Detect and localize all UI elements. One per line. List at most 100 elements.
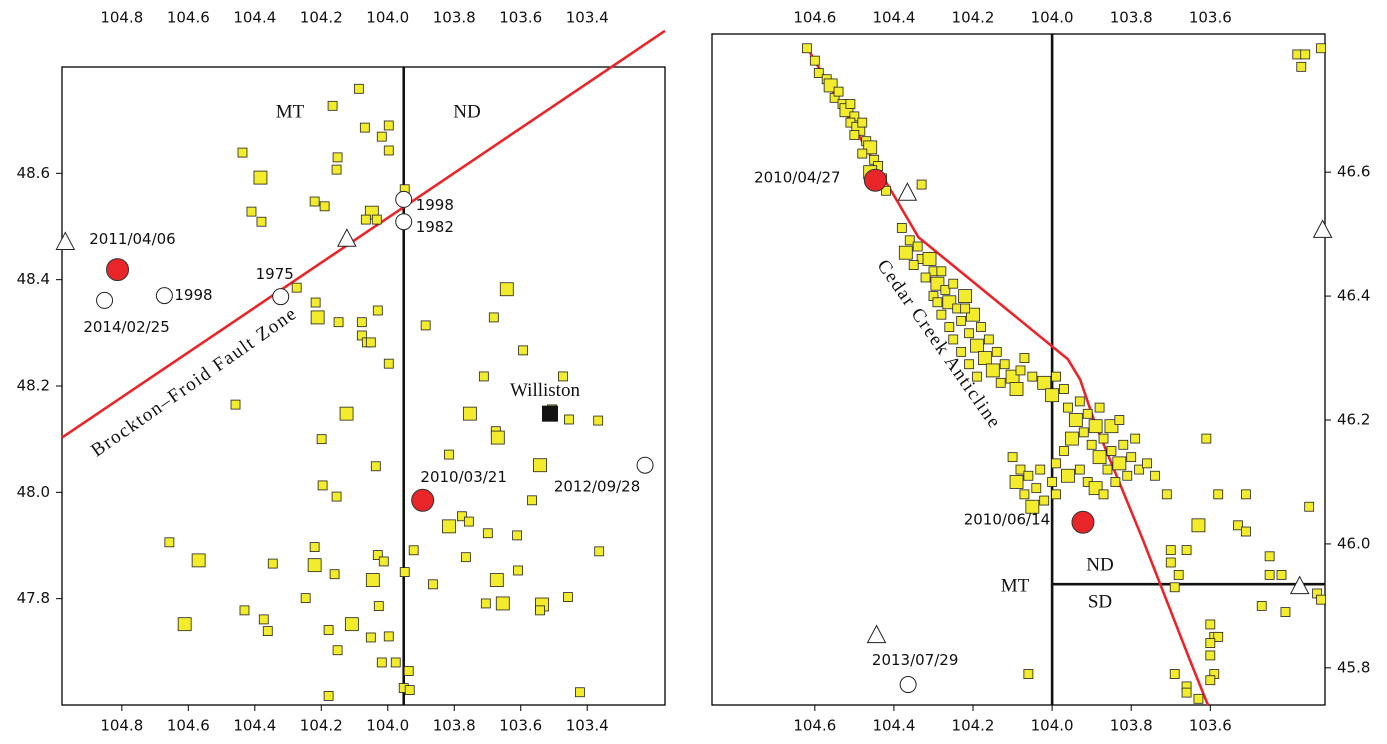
earthquake <box>809 55 820 66</box>
earthquake <box>383 145 394 156</box>
earthquake <box>936 309 947 320</box>
y-tick-label: 48.4 <box>17 270 50 288</box>
earthquake <box>365 337 376 348</box>
earthquake <box>1300 49 1311 60</box>
x-tick-label-bottom: 104.0 <box>366 717 409 735</box>
earthquake <box>1205 675 1216 686</box>
earthquake <box>908 260 919 271</box>
earthquake <box>1126 452 1137 463</box>
x-tick-label-bottom: 103.6 <box>1189 717 1232 735</box>
station <box>897 182 918 201</box>
earthquake <box>1130 433 1141 444</box>
earthquake <box>376 131 387 142</box>
earthquake <box>307 558 322 573</box>
studied-event <box>106 258 130 282</box>
x-tick-label-bottom: 103.8 <box>1110 717 1153 735</box>
event-label: Williston <box>510 380 580 401</box>
earthquake <box>456 511 467 522</box>
earthquake <box>1051 489 1061 500</box>
earthquake <box>1082 408 1093 419</box>
earthquake <box>404 685 415 696</box>
earthquake <box>1064 431 1079 446</box>
earthquake <box>331 164 342 175</box>
earthquake <box>833 86 844 97</box>
earthquake <box>985 363 1000 378</box>
city <box>541 405 558 422</box>
x-tick-label-bottom: 104.6 <box>167 717 210 735</box>
earthquake <box>1173 569 1184 580</box>
earthquake <box>267 558 278 569</box>
earthquake <box>1316 43 1326 54</box>
earthquake <box>383 631 394 642</box>
earthquake <box>376 657 387 668</box>
earthquake <box>594 546 605 557</box>
earthquake <box>1009 475 1024 489</box>
x-tick-label-bottom: 104.2 <box>952 717 995 735</box>
earthquake <box>960 303 971 314</box>
earthquake <box>253 170 268 185</box>
earthquake <box>164 537 175 548</box>
earthquake <box>463 516 474 527</box>
earthquake <box>845 99 856 109</box>
x-tick-label-bottom: 104.6 <box>793 717 836 735</box>
earthquake <box>1094 402 1105 413</box>
historic-event <box>395 213 413 231</box>
x-tick-label-top: 103.6 <box>499 9 542 27</box>
earthquake <box>932 297 943 308</box>
earthquake <box>378 556 389 567</box>
earthquake <box>1280 607 1291 617</box>
event-label: 1998 <box>174 286 212 304</box>
earthquake <box>460 552 471 563</box>
studied-event <box>411 488 435 512</box>
earthquake <box>558 371 568 382</box>
earthquake <box>898 245 913 260</box>
earthquake <box>353 83 364 94</box>
x-tick-label-top: 103.6 <box>1189 9 1232 27</box>
earthquake <box>1074 464 1085 475</box>
earthquake <box>333 317 344 328</box>
earthquake <box>1181 545 1192 556</box>
earthquake <box>256 216 267 227</box>
earthquake <box>970 338 984 353</box>
historic-event <box>899 676 917 694</box>
earthquake <box>371 214 382 225</box>
x-tick-label-top: 104.8 <box>100 9 143 27</box>
earthquake <box>1059 384 1069 394</box>
earthquake <box>1134 464 1145 475</box>
earthquake <box>339 406 354 421</box>
station <box>1312 219 1333 238</box>
map-panel: 104.6 104.6 104.4 104.4 104.2 104.2 104.0 104.0… <box>711 9 1370 735</box>
earthquake <box>1169 582 1180 593</box>
event-label: 1975 <box>256 265 294 283</box>
earthquake <box>230 399 241 410</box>
studied-event <box>1071 510 1095 534</box>
earthquake <box>383 120 394 131</box>
earthquake <box>1086 439 1097 450</box>
earthquake <box>1191 518 1206 533</box>
annotation: SD <box>1088 591 1112 612</box>
station <box>337 228 357 247</box>
earthquake <box>518 345 528 356</box>
annotation: MT <box>1001 575 1030 596</box>
earthquake <box>1205 619 1216 630</box>
earthquake <box>309 196 320 207</box>
earthquake <box>1059 446 1069 456</box>
event-label: 1998 <box>416 196 454 214</box>
earthquake <box>1019 353 1030 363</box>
earthquake <box>1142 458 1152 469</box>
earthquake <box>1233 520 1243 531</box>
station <box>55 231 76 250</box>
earthquake <box>1181 687 1192 698</box>
x-tick-label-top: 104.2 <box>300 9 343 27</box>
earthquake <box>344 617 359 632</box>
earthquake <box>1296 61 1307 72</box>
earthquake <box>428 579 438 590</box>
earthquake <box>372 550 383 560</box>
y-tick-label: 46.2 <box>1337 410 1370 428</box>
x-tick-label-bottom: 103.6 <box>499 717 542 735</box>
earthquake <box>237 147 248 158</box>
earthquake <box>563 592 573 602</box>
earthquake <box>356 317 367 328</box>
earthquake <box>857 117 868 128</box>
earthquake <box>857 148 868 159</box>
